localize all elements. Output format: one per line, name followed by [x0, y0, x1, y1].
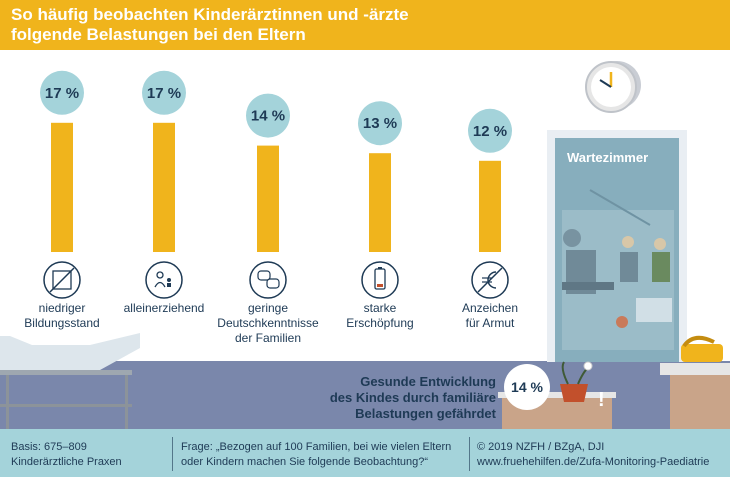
- crossed-euro-icon: [471, 261, 509, 299]
- footer-divider: [172, 437, 173, 471]
- footer: Basis: 675–809 Kinderärztliche Praxen Fr…: [0, 429, 730, 477]
- low-battery-icon: [361, 261, 399, 299]
- bar: [153, 122, 175, 252]
- single-parent-icon: [145, 261, 183, 299]
- reception-desk: [660, 335, 730, 429]
- child-risk-line-3: Belastungen gefährdet: [355, 406, 496, 421]
- credit-line-2: www.fruehehilfen.de/Zufa-Monitoring-Paed…: [477, 456, 710, 468]
- category-label: starke: [364, 301, 397, 315]
- category-label: Anzeichen: [462, 301, 518, 315]
- category-label: Bildungsstand: [24, 316, 99, 330]
- examination-table: [0, 333, 140, 429]
- value-badge: [468, 108, 512, 153]
- header-banner: So häufig beobachten Kinderärztinnen und…: [0, 0, 730, 50]
- bar: [369, 153, 391, 252]
- chart-title: So häufig beobachten Kinderärztinnen und…: [11, 5, 409, 45]
- value-label: 14 %: [251, 108, 285, 125]
- value-label: 17 %: [45, 85, 79, 102]
- value-badge: [142, 70, 186, 115]
- title-line-2: folgende Belastungen bei den Eltern: [11, 25, 306, 44]
- child-risk-badge: 14 %: [504, 364, 550, 410]
- category-label: Erschöpfung: [346, 316, 413, 330]
- category-label: niedriger: [39, 301, 86, 315]
- footer-question: Frage: „Bezogen auf 100 Familien, bei wi…: [181, 440, 451, 470]
- value-label: 13 %: [363, 115, 397, 132]
- crossed-book-icon: [43, 261, 81, 299]
- footer-divider: [469, 437, 470, 471]
- child-risk-label: Gesunde Entwicklung des Kindes durch fam…: [300, 374, 496, 422]
- question-line-2: oder Kindern machen Sie folgende Beobach…: [181, 456, 429, 468]
- clock-icon: [585, 61, 641, 113]
- child-risk-line-2: des Kindes durch familiäre: [329, 390, 496, 405]
- bar: [257, 145, 279, 252]
- question-line-1: Frage: „Bezogen auf 100 Familien, bei wi…: [181, 441, 452, 453]
- waiting-room-door: [547, 130, 687, 362]
- speech-bubbles-icon: [249, 261, 287, 299]
- title-line-1: So häufig beobachten Kinderärztinnen und…: [11, 5, 409, 24]
- basis-line-2: Kinderärztliche Praxen: [11, 456, 122, 468]
- category-label: geringe: [248, 301, 288, 315]
- category-label: für Armut: [466, 316, 515, 330]
- value-label: 12 %: [473, 123, 507, 140]
- category-label: alleinerziehend: [124, 301, 205, 315]
- bar: [479, 160, 501, 252]
- basis-line-1: Basis: 675–809: [11, 441, 87, 453]
- footer-credit: © 2019 NZFH / BZgA, DJI www.fruehehilfen…: [477, 440, 709, 470]
- category-label: der Familien: [235, 331, 301, 345]
- category-label: Deutschkenntnisse: [217, 316, 319, 330]
- bar: [51, 122, 73, 252]
- credit-line-1: © 2019 NZFH / BZgA, DJI: [477, 441, 605, 453]
- value-label: 17 %: [147, 85, 181, 102]
- footer-basis: Basis: 675–809 Kinderärztliche Praxen: [11, 440, 122, 470]
- value-badge: [40, 70, 84, 115]
- child-risk-line-1: Gesunde Entwicklung: [360, 374, 496, 389]
- value-badge: [358, 101, 402, 146]
- value-badge: [246, 93, 290, 138]
